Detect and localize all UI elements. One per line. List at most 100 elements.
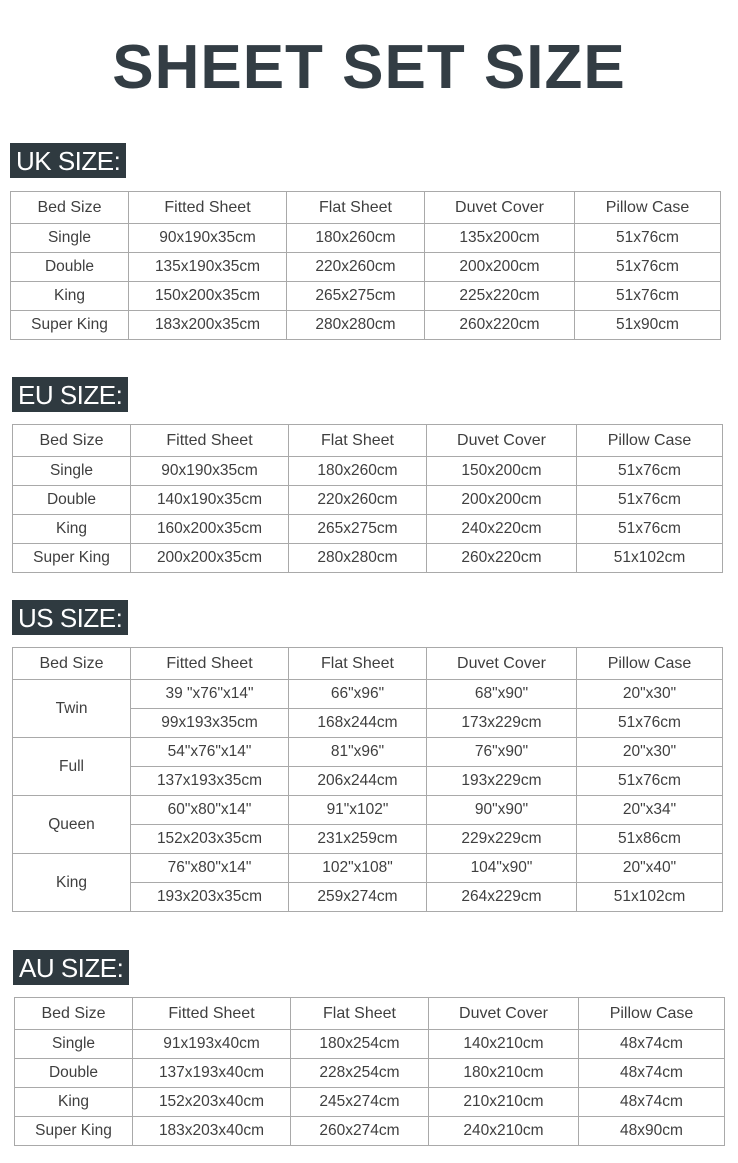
cell-bed-size: Double: [10, 252, 129, 282]
header-pillow-case: Pillow Case: [574, 191, 721, 224]
header-fitted-sheet: Fitted Sheet: [130, 647, 289, 680]
cell-pillow-case: 20"x30": [576, 737, 723, 767]
cell-pillow-case: 48x74cm: [578, 1087, 725, 1117]
table-row: Double 135x190x35cm 220x260cm 200x200cm 51x7…: [10, 252, 721, 282]
cell-duvet-cover: 200x200cm: [424, 252, 575, 282]
table-row: Double 137x193x40cm 228x254cm 180x210cm 48x7…: [14, 1058, 725, 1088]
header-duvet-cover: Duvet Cover: [426, 647, 577, 680]
cell-pillow-case: 51x76cm: [576, 485, 723, 515]
cell-fitted-sheet: 160x200x35cm: [130, 514, 289, 544]
header-flat-sheet: Flat Sheet: [288, 647, 427, 680]
cell-bed-size: King: [10, 281, 129, 311]
cell-flat-sheet: 265x275cm: [286, 281, 425, 311]
cell-pillow-case: 48x90cm: [578, 1116, 725, 1146]
header-bed-size: Bed Size: [12, 647, 131, 680]
table-row: 193x203x35cm 259x274cm 264x229cm 51x102cm: [13, 882, 723, 912]
cell-pillow-case: 20"x40": [576, 853, 723, 883]
cell-fitted-sheet: 39 "x76"x14": [130, 679, 289, 709]
table-row: Twin 39 "x76"x14" 66"x96" 68"x90" 20"x30": [12, 679, 723, 738]
cell-duvet-cover: 150x200cm: [426, 456, 577, 486]
cell-pillow-case: 51x76cm: [576, 456, 723, 486]
cell-pillow-case: 20"x34": [576, 795, 723, 825]
cell-pillow-case: 51x76cm: [574, 281, 721, 311]
table-row: 152x203x35cm 231x259cm 229x229cm 51x86cm: [13, 824, 723, 854]
table-row: Queen 60"x80"x14" 91"x102" 90"x90" 20"x34": [12, 795, 723, 854]
cell-bed-size: Full: [12, 737, 131, 796]
table-row: King 150x200x35cm 265x275cm 225x220cm 51x76c…: [10, 281, 721, 311]
cell-bed-size: Single: [12, 456, 131, 486]
table-row: Super King 183x203x40cm 260x274cm 240x210cm…: [14, 1116, 725, 1146]
us-size-label: US SIZE:: [12, 600, 129, 635]
table-row: Super King 200x200x35cm 280x280cm 260x220cm…: [12, 543, 723, 573]
cell-duvet-cover: 240x220cm: [426, 514, 577, 544]
cell-bed-size: King: [14, 1087, 133, 1117]
cell-bed-size: Super King: [10, 310, 129, 340]
cell-bed-size: King: [12, 514, 131, 544]
table-row: King 152x203x40cm 245x274cm 210x210cm 48x74c…: [14, 1087, 725, 1117]
cell-flat-sheet: 228x254cm: [290, 1058, 429, 1088]
au-size-label: AU SIZE:: [13, 950, 130, 985]
cell-flat-sheet: 81"x96": [288, 737, 427, 767]
cell-flat-sheet: 180x260cm: [286, 223, 425, 253]
table-row: Super King 183x200x35cm 280x280cm 260x220cm…: [10, 310, 721, 340]
page-title: SHEET SET SIZE: [112, 33, 626, 102]
cell-fitted-sheet: 91x193x40cm: [132, 1029, 291, 1059]
cell-flat-sheet: 180x260cm: [288, 456, 427, 486]
cell-pillow-case: 48x74cm: [578, 1058, 725, 1088]
cell-bed-size: Queen: [12, 795, 131, 854]
cell-bed-size: Super King: [14, 1116, 133, 1146]
cell-duvet-cover: 193x229cm: [426, 766, 577, 796]
cell-flat-sheet: 231x259cm: [288, 824, 427, 854]
cell-bed-size: Double: [14, 1058, 133, 1088]
header-bed-size: Bed Size: [10, 191, 129, 224]
cell-bed-size: Single: [10, 223, 129, 253]
table-row: Single 90x190x35cm 180x260cm 150x200cm 51x76…: [12, 456, 723, 486]
cell-duvet-cover: 90"x90": [426, 795, 577, 825]
header-row: Bed Size Fitted Sheet Flat Sheet Duvet Cove…: [12, 424, 723, 457]
table-row: Full 54"x76"x14" 81"x96" 76"x90" 20"x30": [12, 737, 723, 796]
cell-duvet-cover: 225x220cm: [424, 281, 575, 311]
cell-flat-sheet: 259x274cm: [288, 882, 427, 912]
header-bed-size: Bed Size: [14, 997, 133, 1030]
cell-pillow-case: 51x76cm: [574, 252, 721, 282]
cell-fitted-sheet: 200x200x35cm: [130, 543, 289, 573]
cell-flat-sheet: 220x260cm: [286, 252, 425, 282]
cell-duvet-cover: 229x229cm: [426, 824, 577, 854]
header-duvet-cover: Duvet Cover: [426, 424, 577, 457]
cell-duvet-cover: 200x200cm: [426, 485, 577, 515]
cell-flat-sheet: 91"x102": [288, 795, 427, 825]
cell-fitted-sheet: 60"x80"x14": [130, 795, 289, 825]
table-row: Single 90x190x35cm 180x260cm 135x200cm 51x76…: [10, 223, 721, 253]
header-flat-sheet: Flat Sheet: [286, 191, 425, 224]
cell-duvet-cover: 260x220cm: [426, 543, 577, 573]
cell-duvet-cover: 140x210cm: [428, 1029, 579, 1059]
header-fitted-sheet: Fitted Sheet: [130, 424, 289, 457]
cell-duvet-cover: 173x229cm: [426, 708, 577, 738]
cell-pillow-case: 51x102cm: [576, 882, 723, 912]
cell-bed-size: Twin: [12, 679, 131, 738]
header-pillow-case: Pillow Case: [576, 424, 723, 457]
header-bed-size: Bed Size: [12, 424, 131, 457]
cell-fitted-sheet: 54"x76"x14": [130, 737, 289, 767]
cell-flat-sheet: 102"x108": [288, 853, 427, 883]
cell-duvet-cover: 210x210cm: [428, 1087, 579, 1117]
cell-flat-sheet: 260x274cm: [290, 1116, 429, 1146]
table-row: King 160x200x35cm 265x275cm 240x220cm 51x76c…: [12, 514, 723, 544]
cell-bed-size: King: [12, 853, 131, 912]
uk-size-label: UK SIZE:: [10, 143, 127, 178]
header-row: Bed Size Fitted Sheet Flat Sheet Duvet Cove…: [10, 191, 721, 224]
cell-fitted-sheet: 99x193x35cm: [130, 708, 289, 738]
header-flat-sheet: Flat Sheet: [288, 424, 427, 457]
cell-pillow-case: 20"x30": [576, 679, 723, 709]
cell-bed-size: Single: [14, 1029, 133, 1059]
cell-pillow-case: 51x76cm: [576, 708, 723, 738]
header-row: Bed Size Fitted Sheet Flat Sheet Duvet Cove…: [12, 647, 723, 680]
cell-fitted-sheet: 193x203x35cm: [130, 882, 289, 912]
cell-duvet-cover: 240x210cm: [428, 1116, 579, 1146]
cell-duvet-cover: 260x220cm: [424, 310, 575, 340]
cell-fitted-sheet: 76"x80"x14": [130, 853, 289, 883]
cell-duvet-cover: 68"x90": [426, 679, 577, 709]
cell-fitted-sheet: 183x203x40cm: [132, 1116, 291, 1146]
cell-fitted-sheet: 140x190x35cm: [130, 485, 289, 515]
cell-duvet-cover: 76"x90": [426, 737, 577, 767]
